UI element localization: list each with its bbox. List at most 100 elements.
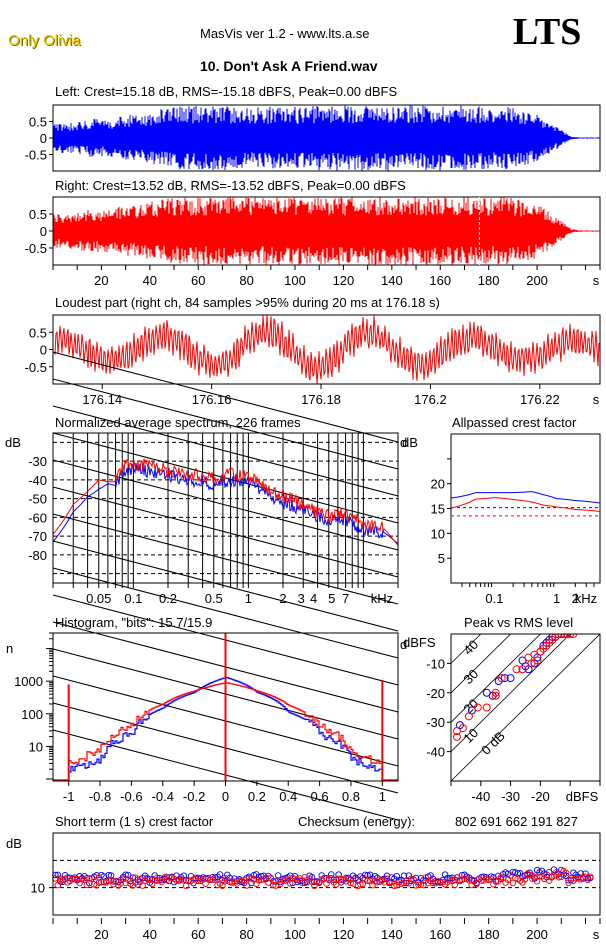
spectrum-ytick-label: -50 (28, 492, 47, 507)
g-right-ytick-label: 0.5 (29, 207, 47, 222)
loudest-part-ytick-label: -0.5 (25, 360, 47, 375)
pvr-ytick-label: -20 (426, 686, 445, 701)
crest-point-right (364, 877, 371, 885)
pvr-xunit-label: dBFS (566, 789, 599, 804)
crest-point-left (274, 872, 282, 879)
histogram-xtick-label: -0.6 (120, 789, 142, 804)
g-right-xunit-label: s (593, 273, 600, 288)
pvr-point-right (566, 634, 575, 638)
crest-point-right (410, 876, 417, 883)
spectrum-xtick-label: 0.2 (159, 591, 177, 606)
lts-logo: LTS (513, 11, 582, 53)
crest-ylabel: dB (6, 836, 22, 851)
crest-xtick-label: 180 (478, 927, 500, 942)
spectrum-slope-line (52, 486, 399, 578)
crest-point-left (335, 871, 342, 878)
crest-point-right (357, 881, 364, 888)
pvr-point-right (533, 656, 542, 665)
crest-point-right (451, 881, 459, 889)
allpassed-series-left (450, 491, 601, 504)
crest-point-right (129, 882, 137, 889)
crest-point-left (107, 872, 115, 879)
spectrum-xtick-label: 2 (279, 591, 286, 606)
g-right-xtick-label: 40 (143, 273, 157, 288)
pvr-xtick-label: -40 (471, 789, 490, 804)
histogram-ytick-label: 10 (29, 739, 43, 754)
spectrum-xtick-label: 7 (342, 591, 349, 606)
g-right-xtick-label: 120 (333, 273, 355, 288)
spectrum-series-right (53, 458, 398, 546)
crest-point-right (415, 881, 422, 889)
g-left-ytick-label: 0 (40, 131, 47, 146)
allpassed-ytick-label: 10 (431, 526, 445, 541)
crest-point-right (497, 874, 505, 881)
crest-xtick-label: 100 (284, 927, 306, 942)
checksum-label: Checksum (energy): (298, 814, 415, 829)
pvr-point-right (482, 703, 491, 712)
spectrum-ytick-label: -80 (28, 548, 47, 563)
pvr-diagonal-label: 40 (460, 637, 481, 658)
spectrum-slope-line (52, 459, 399, 551)
crest-point-right (105, 877, 112, 884)
spectrum-ylabel: dB (5, 435, 21, 450)
allpassed-ytick-label: 15 (431, 502, 445, 517)
allpassed-title: Allpassed crest factor (452, 415, 577, 430)
loudest-part-signal (53, 314, 600, 385)
histogram-xtick-label: 0.8 (342, 789, 360, 804)
histogram-chart: 1000 100 10 n d -1 -0.8 -0.6 -0.4 -0.2 0 0.2 0.4 0.6 0… (6, 632, 407, 804)
checksum-value: 802 691 662 191 827 (455, 814, 578, 829)
crest-point-right (78, 875, 86, 883)
pvr-point-right (491, 688, 500, 697)
crest-point-right (211, 876, 219, 883)
allpassed-ylabel: dB (402, 435, 418, 450)
crest-point-right (88, 875, 95, 882)
loudest-part-xtick-label: 176.14 (82, 392, 122, 407)
pvr-point-left (500, 674, 509, 683)
spectrum-slope-line (52, 351, 399, 443)
crest-point-right (98, 878, 105, 886)
g-left-ytick-label: 0.5 (29, 115, 47, 130)
pvr-xtick-label: -30 (501, 789, 520, 804)
crest-point-right (562, 869, 570, 877)
crest-ytick-label: 10 (31, 881, 45, 896)
loudest-part-title: Loudest part (right ch, 84 samples >95% … (55, 295, 440, 310)
crest-point-right (139, 882, 146, 889)
g-right-xtick-label: 180 (478, 273, 500, 288)
crest-point-right (417, 881, 425, 888)
histogram-title: Histogram, "bits": 15.7/15.9 (55, 615, 212, 630)
crest-point-right (134, 881, 141, 888)
histogram-ytick-label: 100 (21, 707, 43, 722)
g-right-xtick-label: 60 (191, 273, 205, 288)
spectrum-slope-line (52, 513, 399, 605)
g-right-ytick-label: 0 (40, 224, 47, 239)
crest-xtick-label: 40 (143, 927, 157, 942)
crest-point-right (558, 873, 565, 881)
spectrum-frame (52, 432, 399, 584)
crest-point-right (478, 877, 485, 884)
pvr-ytick-label: -30 (426, 715, 445, 730)
loudest-part-ytick-label: 0.5 (29, 325, 47, 340)
crest-point-right (255, 876, 262, 884)
pvr-point-right (554, 634, 563, 638)
right-waveform-chart: 0.5 0 -0.5 20 40 60 80 100 120 140 160 180 200 s (25, 196, 601, 288)
histogram-xtick-label: -1 (63, 789, 75, 804)
crest-point-right (412, 882, 420, 889)
pvr-point-right (491, 691, 500, 700)
spectrum-slope-line (52, 540, 399, 632)
crest-point-right (270, 881, 277, 889)
spectrum-ytick-label: -60 (28, 510, 47, 525)
crest-point-right (226, 878, 233, 886)
crest-point-right (347, 879, 354, 887)
pvr-xtick-label: -20 (531, 789, 550, 804)
spectrum-xtick-label: 0.05 (86, 591, 111, 606)
crest-point-right (555, 873, 563, 881)
short-term-crest-chart: dB 10 20 40 60 80 100 120 140 160 180 200 s (6, 832, 601, 942)
crest-point-right (320, 875, 328, 882)
crest-xtick-label: 200 (526, 927, 548, 942)
pvr-point-right (563, 634, 572, 638)
spectrum-xtick-label: 0.5 (205, 591, 223, 606)
histogram-xtick-label: 0.6 (311, 789, 329, 804)
histogram-xtick-label: 1 (379, 789, 386, 804)
